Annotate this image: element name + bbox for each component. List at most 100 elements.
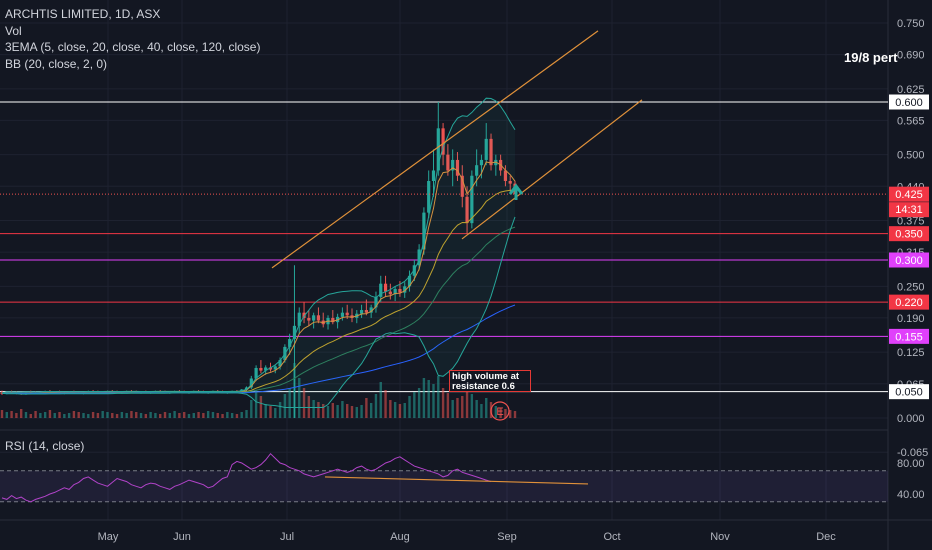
y-tick-label: 0.190 bbox=[897, 313, 925, 325]
volume-bar bbox=[461, 396, 464, 418]
volume-bar bbox=[331, 403, 335, 418]
volume-bar bbox=[355, 407, 358, 418]
price-tag-4-bg bbox=[889, 328, 929, 344]
volume-bar bbox=[274, 408, 277, 418]
volume-bar bbox=[235, 414, 239, 418]
y-tick-label: 0.500 bbox=[897, 150, 925, 162]
volume-bar bbox=[278, 402, 282, 418]
volume-bar bbox=[422, 378, 426, 418]
volume-bar bbox=[350, 406, 354, 418]
countdown-tag-bg bbox=[889, 202, 929, 218]
candle-body bbox=[331, 317, 335, 323]
candle-body bbox=[451, 159, 455, 171]
candle-body bbox=[503, 170, 508, 181]
volume-bar bbox=[144, 414, 148, 418]
rsi-tick-label: 40.00 bbox=[897, 489, 925, 501]
volume-bar bbox=[413, 392, 416, 418]
volume-bar bbox=[509, 410, 512, 418]
volume-bar bbox=[312, 400, 315, 418]
earnings-marker-label: E bbox=[496, 406, 503, 418]
candle-body bbox=[417, 249, 421, 266]
volume-bar bbox=[465, 392, 469, 418]
volume-bar bbox=[149, 412, 152, 418]
volume-bar bbox=[374, 394, 378, 418]
candle-body bbox=[297, 312, 301, 326]
volume-bar bbox=[408, 396, 411, 418]
candle-body bbox=[278, 360, 282, 367]
volume-bar bbox=[10, 411, 13, 418]
volume-bar bbox=[182, 412, 186, 418]
volume-bar bbox=[369, 403, 373, 418]
x-tick-label: Oct bbox=[603, 531, 620, 543]
volume-bar bbox=[135, 412, 138, 418]
volume-bar bbox=[475, 400, 478, 418]
volume-bar bbox=[269, 406, 272, 418]
candle-body bbox=[244, 387, 249, 390]
candle-body bbox=[312, 315, 316, 321]
volume-bar bbox=[91, 412, 95, 418]
volume-bar bbox=[72, 411, 76, 418]
volume-bar bbox=[211, 412, 215, 418]
candle-body bbox=[259, 367, 263, 371]
volume-bar bbox=[403, 403, 406, 418]
volume-bar bbox=[58, 412, 61, 418]
candle-body bbox=[479, 159, 484, 166]
up-arrow bbox=[508, 183, 524, 200]
candle-body bbox=[460, 175, 464, 197]
volume-bar bbox=[168, 413, 172, 418]
volume-bar bbox=[197, 412, 200, 418]
candle-body bbox=[316, 315, 321, 321]
indicator-vol: Vol bbox=[5, 23, 22, 38]
volume-bar bbox=[494, 406, 498, 418]
rsi-tick-label: 80.00 bbox=[897, 458, 925, 470]
y-tick-label: 0.565 bbox=[897, 115, 925, 127]
volume-bar bbox=[130, 411, 133, 418]
y-tick-label: 0.375 bbox=[897, 216, 925, 228]
candle-body bbox=[407, 275, 412, 287]
candle-body bbox=[374, 296, 378, 308]
bollinger-lower bbox=[1, 216, 516, 408]
candle-body bbox=[307, 317, 311, 321]
volume-bar bbox=[101, 411, 104, 418]
volume-bar bbox=[96, 413, 100, 418]
candle-body bbox=[345, 312, 349, 316]
volume-bar bbox=[417, 388, 421, 418]
candle-body bbox=[340, 312, 345, 317]
x-tick-label: May bbox=[98, 531, 119, 543]
volume-bar bbox=[365, 398, 368, 418]
candle-body bbox=[436, 128, 440, 171]
volume-bar bbox=[322, 404, 325, 418]
volume-bar bbox=[451, 400, 454, 418]
rsi-line bbox=[1, 452, 492, 503]
last-price-tag-bg bbox=[889, 186, 929, 202]
price-tag-1-bg bbox=[889, 226, 929, 242]
channel-lower-line bbox=[461, 99, 643, 240]
candle-body bbox=[446, 154, 450, 171]
chart-note: 19/8 pert bbox=[844, 50, 898, 65]
volume-bar bbox=[326, 406, 330, 418]
x-tick-label: Dec bbox=[816, 531, 836, 543]
volume-bar bbox=[163, 412, 167, 418]
chart-annotation: high volume at resistance 0.6 bbox=[449, 370, 531, 392]
price-tag-0: 0.600 bbox=[895, 97, 923, 109]
price-tag-3: 0.220 bbox=[895, 297, 923, 309]
candle-body bbox=[427, 181, 431, 213]
volume-bar bbox=[393, 402, 397, 418]
candle-body bbox=[268, 367, 273, 370]
volume-bar bbox=[384, 390, 387, 418]
candle-body bbox=[383, 283, 388, 292]
volume-bar bbox=[173, 411, 176, 418]
volume-bar bbox=[456, 398, 459, 418]
price-tag-2-bg bbox=[889, 252, 929, 268]
volume-bar bbox=[432, 384, 435, 418]
chart-legend: ARCHTIS LIMITED, 1D, ASX Vol 3EMA (5, cl… bbox=[5, 6, 260, 72]
candle-body bbox=[470, 175, 474, 224]
candle-body bbox=[398, 288, 402, 293]
volume-bar bbox=[5, 412, 8, 418]
volume-bar bbox=[29, 414, 32, 418]
price-tag-5-bg bbox=[889, 384, 929, 400]
volume-bar bbox=[159, 414, 162, 418]
volume-bar bbox=[298, 378, 301, 418]
